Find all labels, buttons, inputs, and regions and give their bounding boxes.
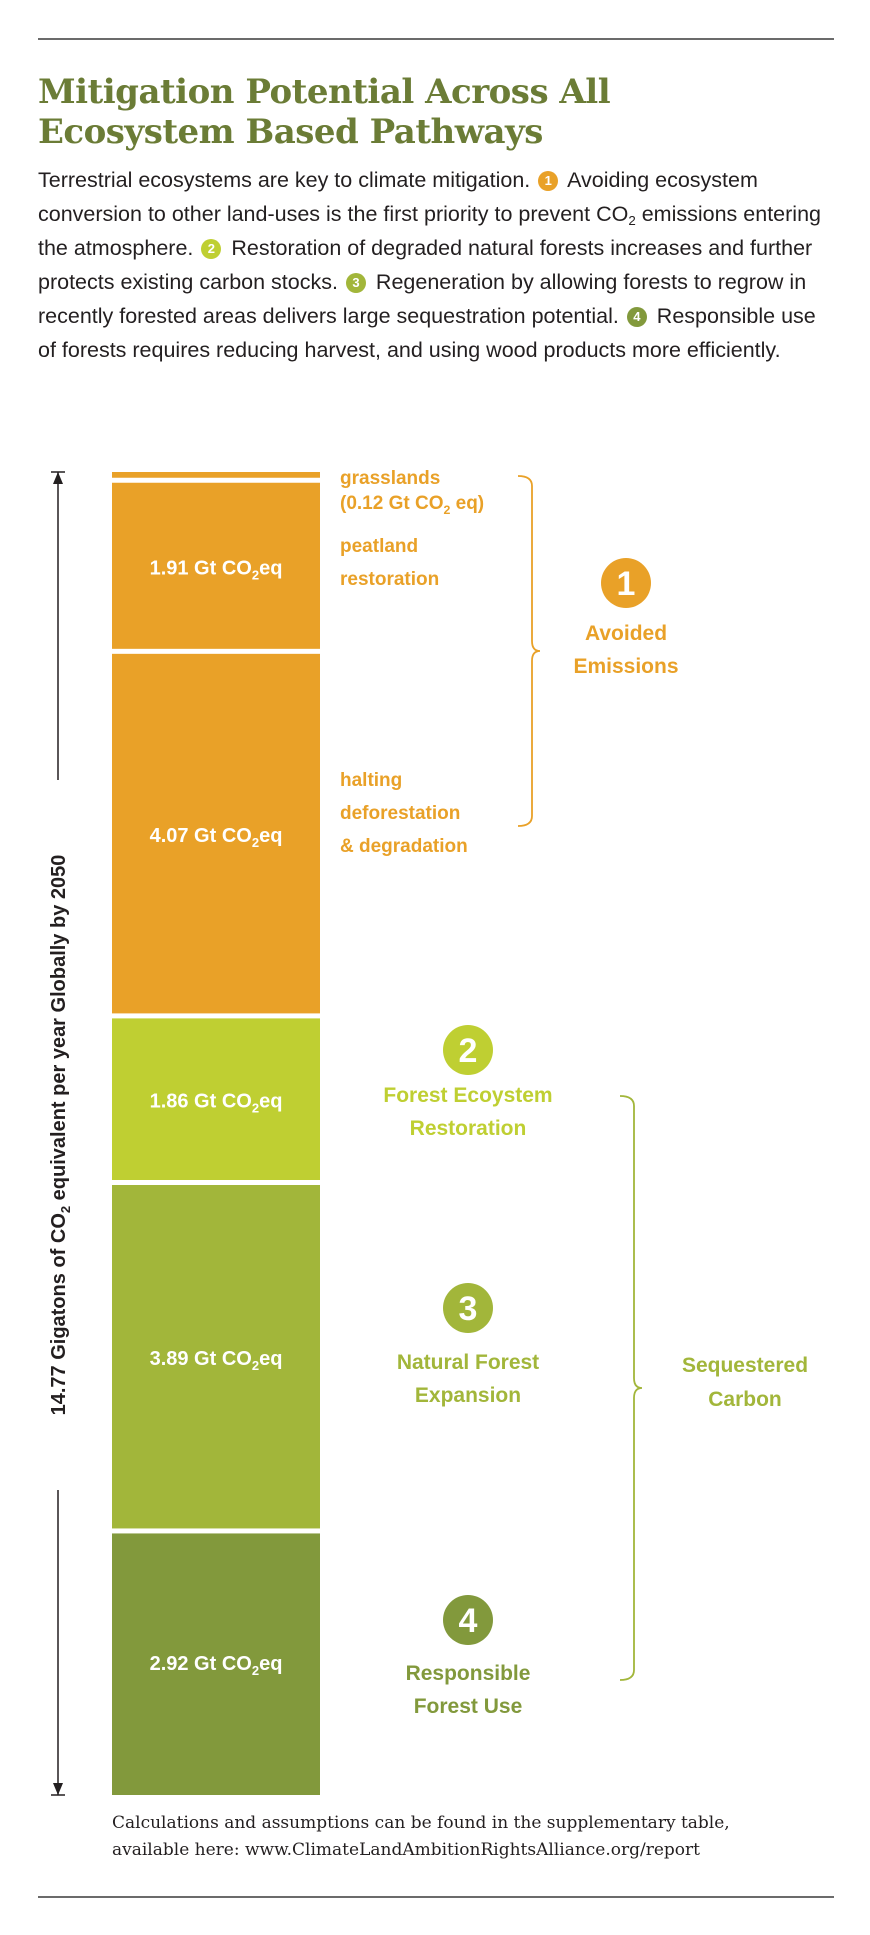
intro-text-0: Terrestrial ecosystems are key to climat… [38,168,531,192]
group-1-number: 1 [617,565,636,603]
bracket-avoided-emissions [517,475,541,827]
intro-subscript: 2 [628,213,636,228]
group-3-number: 3 [459,1290,478,1328]
bar-value-label-5: 3.89 Gt CO2​eq [150,1348,283,1373]
label-halting-2: deforestation [340,803,460,824]
axis-arrow-up-icon [53,472,63,484]
title-line-2: Ecosystem Based Pathways [38,112,543,152]
bar-segment-4 [112,1018,320,1181]
badge-3-icon: 3 [345,273,366,293]
label-peatland: peatland [340,536,418,557]
group-1-label-1: Avoided [585,622,667,645]
bar-segment-1 [112,472,320,478]
bar-value-label-3: 4.07 Gt CO2​eq [150,825,283,850]
group-2-label-1: Forest Ecoystem [383,1084,552,1107]
intro-text-1b: emissions entering the atmosphere. [38,202,821,260]
badge-4-icon: 4 [626,307,647,327]
group-4-number: 4 [459,1602,478,1640]
group-3-label-2: Expansion [415,1384,521,1407]
footnote-line-1: Calculations and assumptions can be foun… [112,1813,730,1833]
bar-segment-5 [112,1185,320,1529]
title-line-1: Mitigation Potential Across All [38,72,611,112]
group-4-badge-icon [443,1595,493,1645]
label-halting-3: & degradation [340,836,468,857]
badge-1-icon: 1 [538,171,559,191]
axis-label: 14.77 Gigatons of CO2​ equivalent per ye… [48,855,73,1416]
group-2-number: 2 [459,1032,478,1070]
group-1-badge-icon [601,558,651,608]
intro-text-3: Regeneration by allowing forests to regr… [38,270,807,328]
label-grasslands: grasslands [340,468,440,489]
label-peatland-2: restoration [340,569,439,590]
group-3-badge-icon [443,1283,493,1333]
bar-value-label-4: 1.86 Gt CO2​eq [150,1091,283,1116]
group-2-label-2: Restoration [410,1117,527,1140]
group-1-label-2: Emissions [573,655,678,678]
bar-segment-3 [112,653,320,1014]
intro-paragraph: Terrestrial ecosystems are key to climat… [38,163,838,367]
group-2-badge-icon [443,1025,493,1075]
bar-value-label-2: 1.91 Gt CO2​eq [150,557,283,582]
footnote: Calculations and assumptions can be foun… [112,1810,852,1864]
intro-text-1: Avoiding ecosystem conversion to other l… [38,168,758,226]
label-halting: halting [340,770,402,791]
label-grasslands-value: (0.12 Gt CO2​ eq) [340,493,484,517]
intro-text-4: Responsible use of forests requires redu… [38,304,816,362]
bar-value-label-6: 2.92 Gt CO2​eq [150,1653,283,1678]
group-3-label-1: Natural Forest [397,1351,539,1374]
bar-segment-6 [112,1533,320,1795]
bracket-sequestered-carbon [619,1095,643,1681]
page-title: Mitigation Potential Across All Ecosyste… [38,72,838,152]
sequestered-carbon-label-1: Sequestered [682,1354,808,1377]
group-4-label-1: Responsible [406,1662,531,1685]
badge-2-icon: 2 [201,239,222,259]
top-rule [38,38,834,40]
footnote-line-2: available here: www.ClimateLandAmbitionR… [112,1840,701,1860]
sequestered-carbon-label-2: Carbon [708,1388,782,1411]
group-4-label-2: Forest Use [414,1695,523,1718]
intro-text-2: Restoration of degraded natural forests … [38,236,813,294]
bar-segment-2 [112,482,320,649]
axis-arrow-down-icon [53,1783,63,1795]
bottom-rule [38,1896,834,1898]
